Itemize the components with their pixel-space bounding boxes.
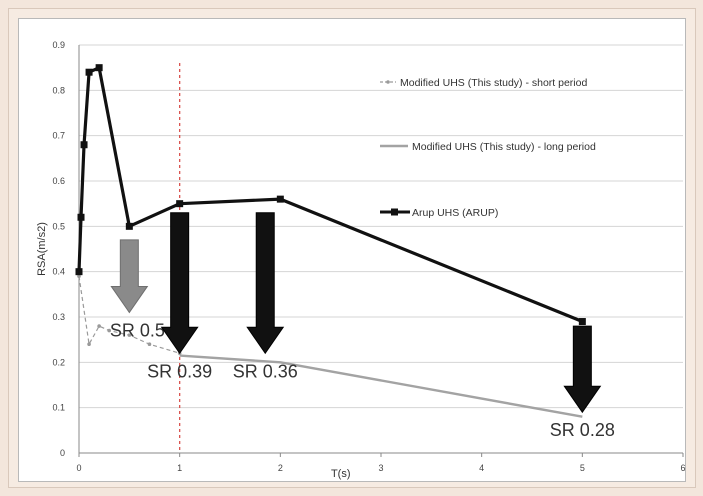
sr-label-2: SR 0.39: [147, 361, 212, 381]
series-3-point: [80, 141, 88, 149]
series-3-point: [578, 318, 586, 326]
series-3-point: [77, 213, 85, 221]
legend-marker-1: [386, 80, 390, 84]
y-tick-label: 0.8: [52, 85, 65, 95]
legend: Modified UHS (This study) - short period…: [380, 77, 596, 219]
y-tick-label: 0.2: [52, 357, 65, 367]
sr-arrow-1: [110, 239, 149, 314]
x-tick-label: 0: [76, 463, 81, 473]
series-3-point: [95, 64, 103, 72]
series-layer: [75, 64, 586, 418]
series-1-point: [107, 328, 111, 333]
y-tick-label: 0.9: [52, 40, 65, 50]
axes: 0 0.1 0.2 0.3 0.4 0.5 0.6 0.7 0.8 0.9 0 1 2 3 4 5 6 T(s) R…: [36, 40, 686, 480]
series-1-point: [77, 274, 81, 279]
x-tick-label: 4: [479, 463, 484, 473]
sr-arrow-3: [246, 212, 285, 355]
sr-label-1: SR 0.5: [110, 320, 165, 340]
x-tick-label: 1: [177, 463, 182, 473]
x-axis-title: T(s): [331, 468, 351, 480]
x-tick-label: 5: [580, 463, 585, 473]
y-tick-label: 0: [60, 448, 65, 458]
x-tick-label: 6: [680, 463, 685, 473]
y-tick-label: 0.4: [52, 267, 65, 277]
series-1-point: [97, 324, 101, 328]
series-1-point: [127, 333, 132, 337]
series-3-point: [85, 68, 93, 76]
sr-label-4: SR 0.28: [550, 420, 615, 440]
series-3-point: [176, 200, 184, 208]
series-1-point: [87, 342, 91, 347]
x-tick-label: 3: [378, 463, 383, 473]
legend-label-2: Modified UHS (This study) - long period: [412, 141, 596, 153]
series-3-point: [75, 268, 83, 276]
y-axis-title: RSA(m/s2): [36, 222, 48, 276]
series-3-point: [276, 195, 284, 203]
series-line-3: [77, 66, 583, 324]
y-tick-label: 0.5: [52, 221, 65, 231]
series-line-2: [179, 354, 583, 418]
legend-marker-3: [391, 208, 398, 216]
y-tick-label: 0.3: [52, 312, 65, 322]
legend-label-3: Arup UHS (ARUP): [412, 207, 498, 219]
sr-label-3: SR 0.36: [233, 361, 298, 381]
y-tick-label: 0.6: [52, 176, 65, 186]
series-3-point: [125, 222, 133, 230]
legend-label-1: Modified UHS (This study) - short period: [400, 77, 587, 89]
sr-arrow-2: [160, 212, 199, 355]
y-tick-label: 0.1: [52, 403, 65, 413]
series-1-point: [147, 342, 152, 347]
sr-arrow-4: [563, 325, 602, 414]
annotation-arrows: SR 0.5 SR 0.39 SR 0.36 SR 0.28: [110, 212, 615, 440]
y-tick-label: 0.7: [52, 131, 65, 141]
x-tick-label: 2: [278, 463, 283, 473]
